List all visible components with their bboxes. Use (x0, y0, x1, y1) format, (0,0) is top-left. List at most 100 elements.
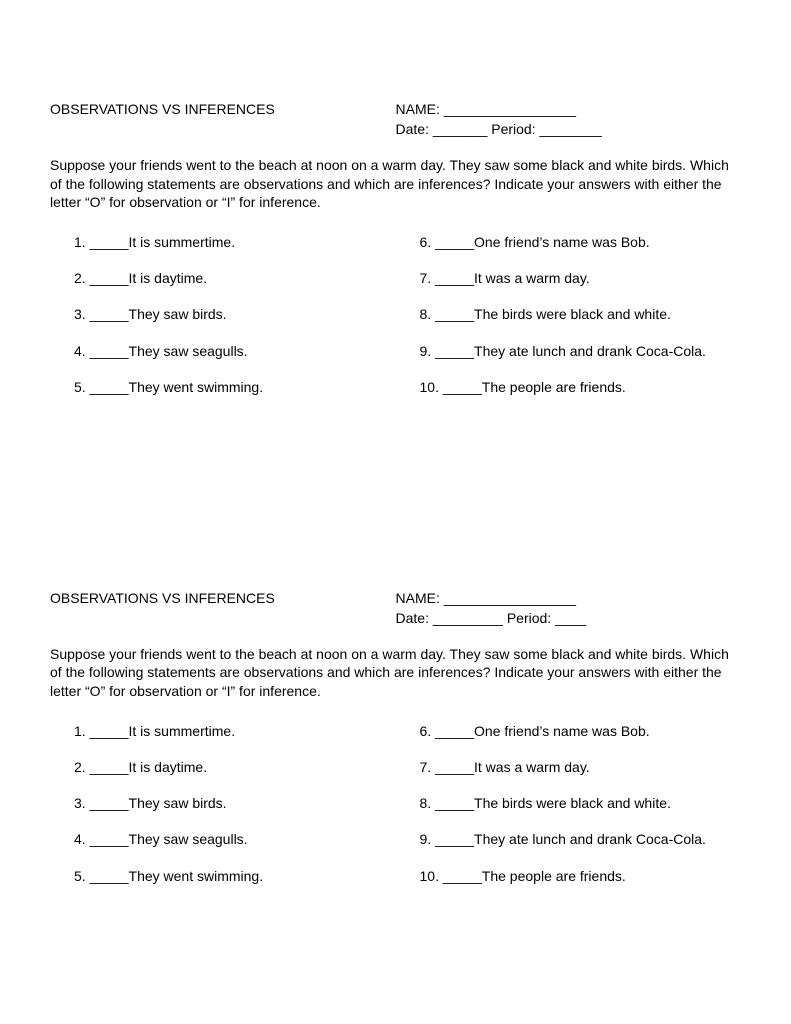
header-row-2: Date: _______ Period: ________ (50, 120, 741, 138)
instructions-text: Suppose your friends went to the beach a… (50, 645, 741, 700)
right-column: 6. _____One friend’s name was Bob. 7. __… (396, 233, 742, 414)
question-number: 3. (74, 794, 86, 812)
question-number: 6. (420, 233, 432, 251)
left-column: 1. _____It is summertime. 2. _____It is … (50, 233, 396, 414)
question-item: 2. _____It is daytime. (50, 758, 396, 776)
question-text: They saw seagulls. (129, 343, 248, 359)
question-text: They went swimming. (129, 868, 264, 884)
answer-blank: _____ (90, 794, 129, 812)
title-spacer (50, 120, 396, 138)
header-row-2: Date: _________ Period: ____ (50, 609, 741, 627)
question-number: 10. (420, 378, 439, 396)
question-text: It was a warm day. (474, 759, 590, 775)
answer-blank: _____ (90, 758, 129, 776)
answer-blank: _____ (90, 830, 129, 848)
question-item: 2. _____It is daytime. (50, 269, 396, 287)
question-item: 7. _____It was a warm day. (396, 269, 742, 287)
question-text: It is daytime. (129, 270, 208, 286)
question-item: 8. _____The birds were black and white. (396, 305, 742, 323)
question-item: 1. _____It is summertime. (50, 722, 396, 740)
question-number: 5. (74, 378, 86, 396)
header-row: OBSERVATIONS VS INFERENCES NAME: _______… (50, 589, 741, 607)
question-item: 8. _____The birds were black and white. (396, 794, 742, 812)
right-column: 6. _____One friend’s name was Bob. 7. __… (396, 722, 742, 903)
question-number: 9. (420, 830, 432, 848)
answer-blank: _____ (90, 722, 129, 740)
question-number: 1. (74, 722, 86, 740)
question-number: 4. (74, 342, 86, 360)
title-spacer (50, 609, 396, 627)
question-item: 10. _____The people are friends. (396, 378, 742, 396)
answer-blank: _____ (435, 830, 474, 848)
question-number: 8. (420, 305, 432, 323)
question-text: One friend’s name was Bob. (474, 234, 650, 250)
question-text: They ate lunch and drank Coca-Cola. (474, 831, 706, 847)
answer-blank: _____ (90, 233, 129, 251)
question-text: The people are friends. (482, 379, 626, 395)
answer-blank: _____ (435, 342, 474, 360)
question-number: 1. (74, 233, 86, 251)
name-line: NAME: _________________ (396, 589, 742, 607)
date-period-line: Date: _______ Period: ________ (396, 120, 742, 138)
question-text: One friend’s name was Bob. (474, 723, 650, 739)
question-item: 5. _____They went swimming. (50, 867, 396, 885)
question-number: 3. (74, 305, 86, 323)
question-item: 6. _____One friend’s name was Bob. (396, 233, 742, 251)
answer-blank: _____ (435, 758, 474, 776)
question-number: 5. (74, 867, 86, 885)
question-number: 8. (420, 794, 432, 812)
worksheet-page: OBSERVATIONS VS INFERENCES NAME: _______… (0, 0, 791, 1024)
answer-blank: _____ (435, 305, 474, 323)
answer-blank: _____ (435, 794, 474, 812)
worksheet-2: OBSERVATIONS VS INFERENCES NAME: _______… (50, 589, 741, 903)
question-text: They went swimming. (129, 379, 264, 395)
question-text: They ate lunch and drank Coca-Cola. (474, 343, 706, 359)
answer-blank: _____ (90, 342, 129, 360)
question-number: 10. (420, 867, 439, 885)
question-item: 5. _____They went swimming. (50, 378, 396, 396)
question-item: 10. _____The people are friends. (396, 867, 742, 885)
header-row: OBSERVATIONS VS INFERENCES NAME: _______… (50, 100, 741, 118)
instructions-text: Suppose your friends went to the beach a… (50, 156, 741, 211)
question-text: It is summertime. (129, 723, 236, 739)
worksheet-1: OBSERVATIONS VS INFERENCES NAME: _______… (50, 100, 741, 414)
question-item: 4. _____They saw seagulls. (50, 830, 396, 848)
question-text: It is summertime. (129, 234, 236, 250)
answer-blank: _____ (90, 269, 129, 287)
answer-blank: _____ (90, 305, 129, 323)
question-item: 3. _____They saw birds. (50, 794, 396, 812)
question-item: 4. _____They saw seagulls. (50, 342, 396, 360)
question-number: 4. (74, 830, 86, 848)
answer-blank: _____ (443, 378, 482, 396)
left-column: 1. _____It is summertime. 2. _____It is … (50, 722, 396, 903)
question-item: 7. _____It was a warm day. (396, 758, 742, 776)
worksheet-title: OBSERVATIONS VS INFERENCES (50, 100, 396, 118)
question-number: 2. (74, 269, 86, 287)
question-text: The birds were black and white. (474, 795, 671, 811)
question-item: 1. _____It is summertime. (50, 233, 396, 251)
question-text: The people are friends. (482, 868, 626, 884)
answer-blank: _____ (443, 867, 482, 885)
name-line: NAME: _________________ (396, 100, 742, 118)
question-item: 6. _____One friend’s name was Bob. (396, 722, 742, 740)
question-text: They saw birds. (129, 795, 227, 811)
question-text: The birds were black and white. (474, 306, 671, 322)
question-item: 9. _____They ate lunch and drank Coca-Co… (396, 342, 742, 360)
question-item: 3. _____They saw birds. (50, 305, 396, 323)
answer-blank: _____ (435, 233, 474, 251)
question-number: 7. (420, 269, 432, 287)
answer-blank: _____ (435, 269, 474, 287)
answer-blank: _____ (90, 867, 129, 885)
question-text: It was a warm day. (474, 270, 590, 286)
question-text: They saw birds. (129, 306, 227, 322)
question-text: They saw seagulls. (129, 831, 248, 847)
question-number: 9. (420, 342, 432, 360)
question-item: 9. _____They ate lunch and drank Coca-Co… (396, 830, 742, 848)
question-number: 2. (74, 758, 86, 776)
question-number: 6. (420, 722, 432, 740)
questions-container: 1. _____It is summertime. 2. _____It is … (50, 233, 741, 414)
answer-blank: _____ (90, 378, 129, 396)
question-number: 7. (420, 758, 432, 776)
answer-blank: _____ (435, 722, 474, 740)
questions-container: 1. _____It is summertime. 2. _____It is … (50, 722, 741, 903)
